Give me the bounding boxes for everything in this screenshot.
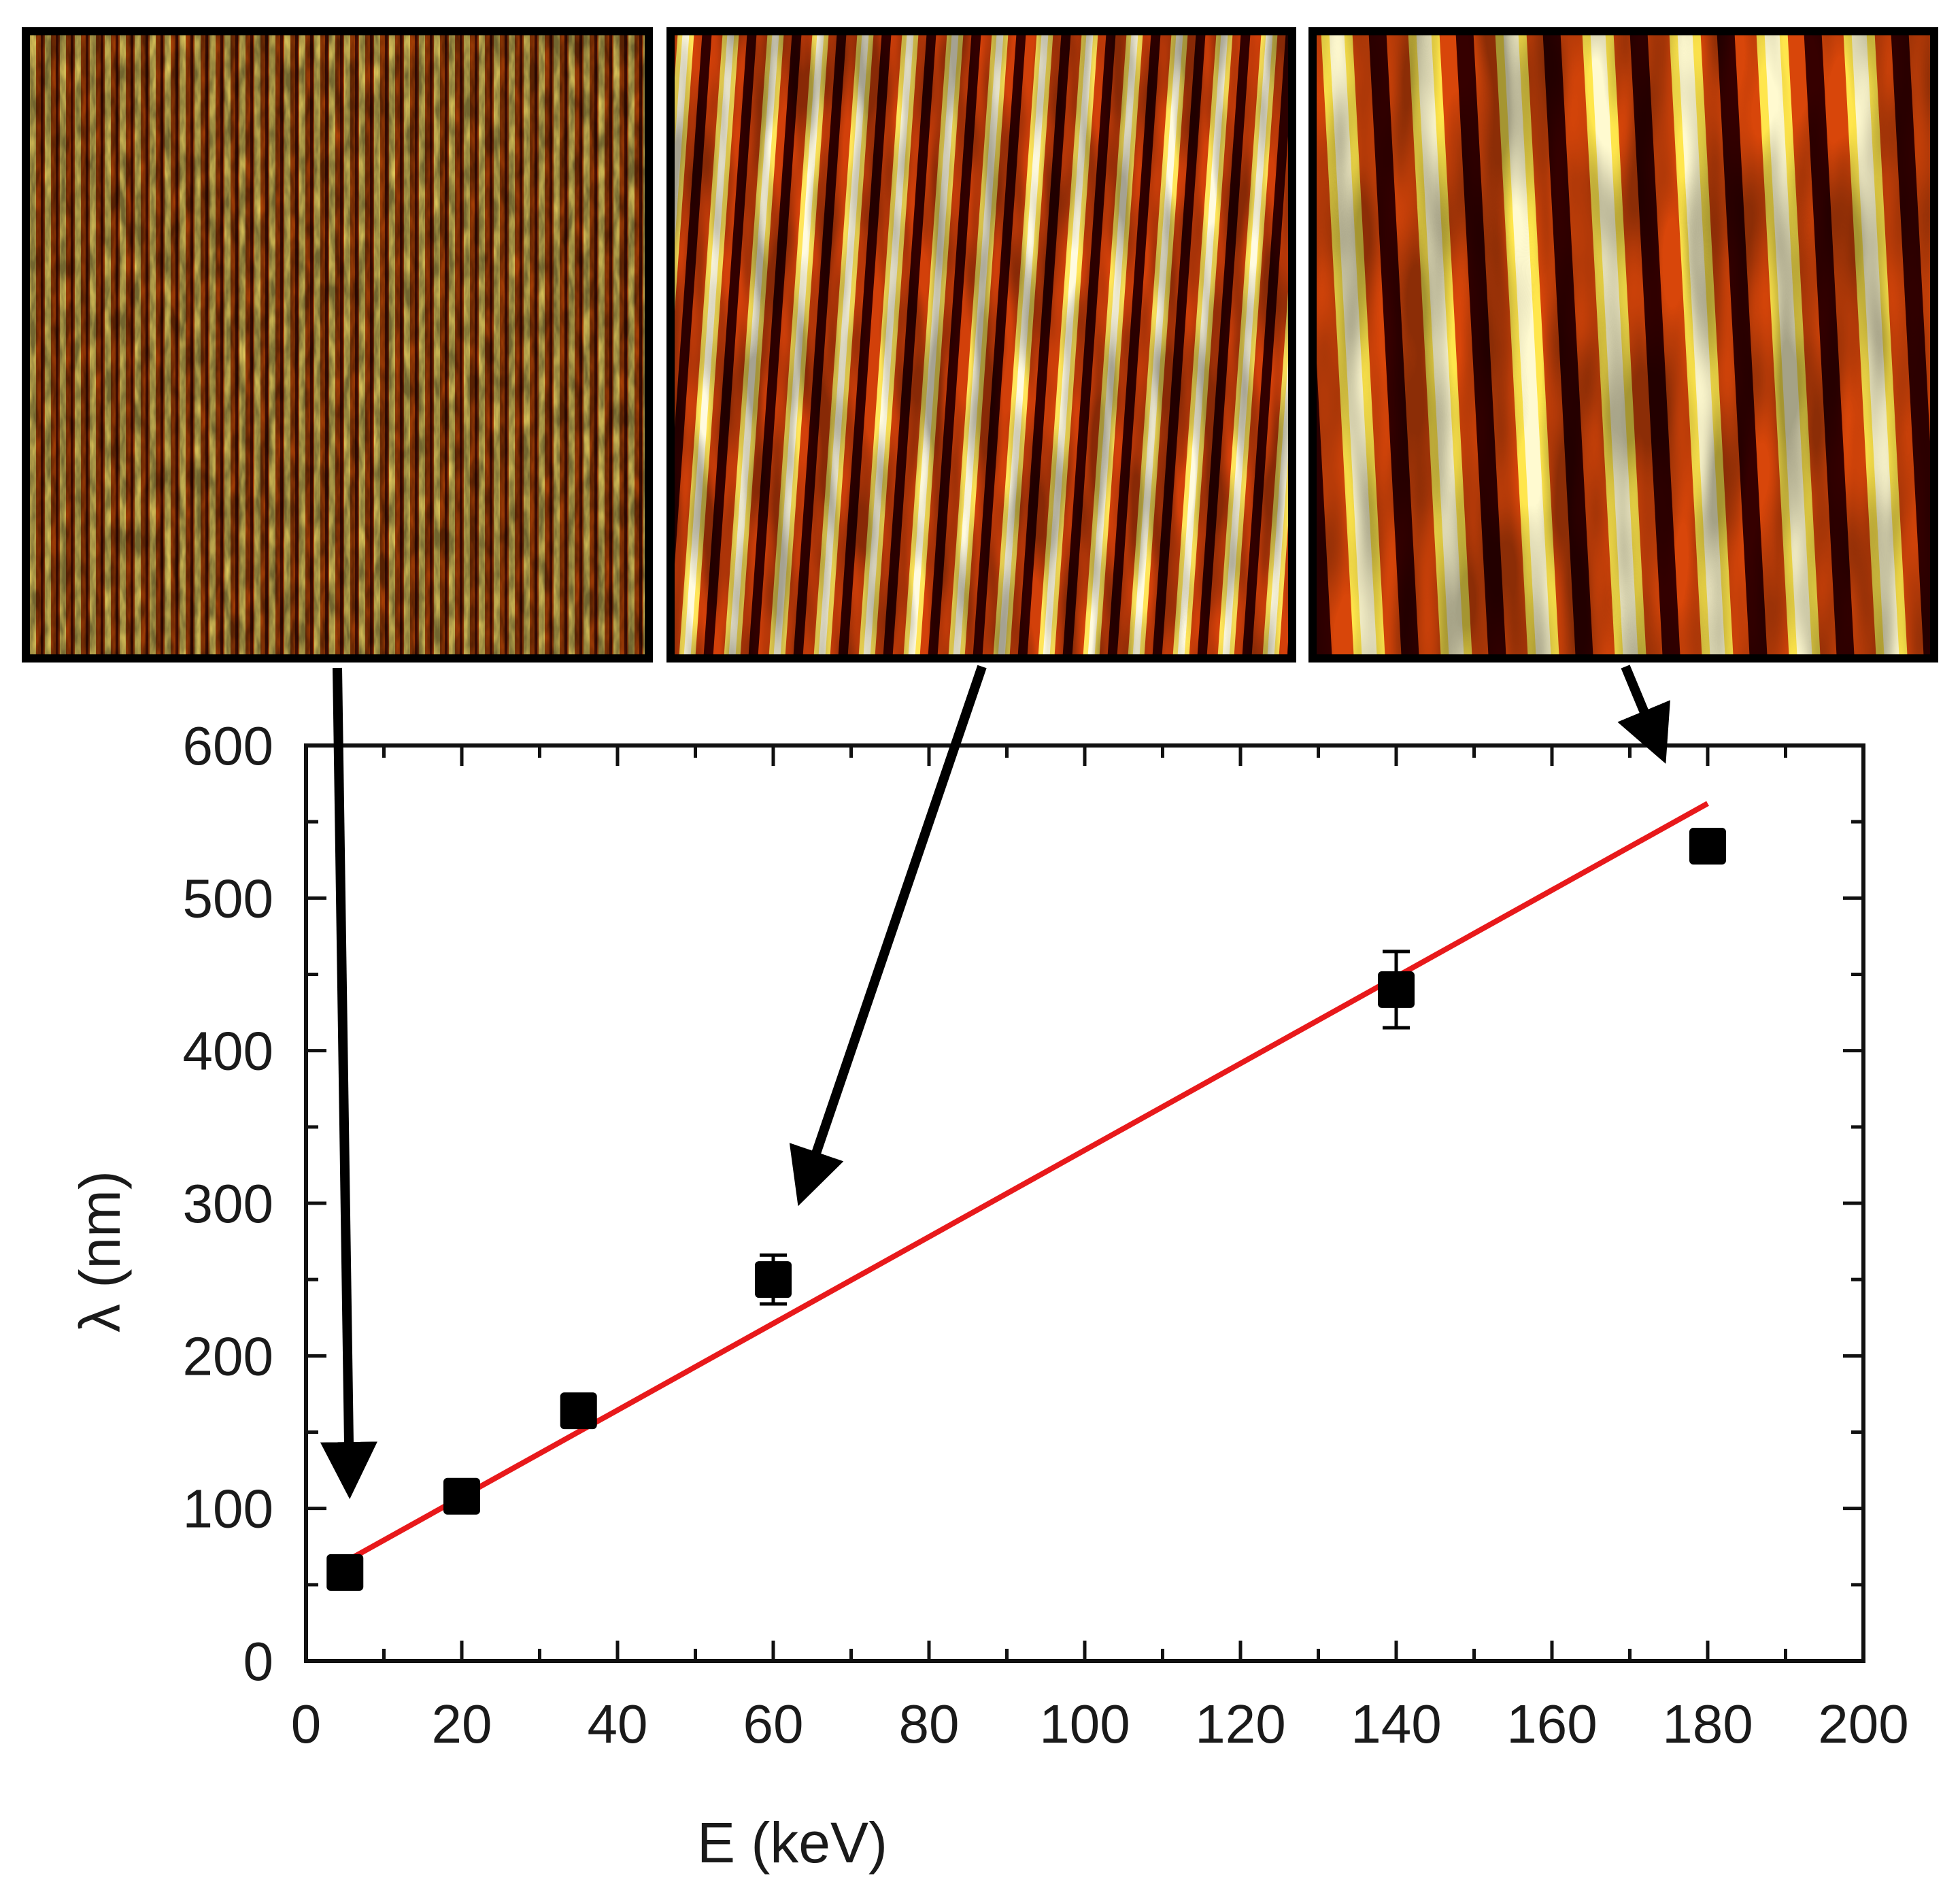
linear-fit-line: [343, 801, 1709, 1564]
y-tick-label: 300: [183, 1173, 273, 1234]
x-tick-label: 0: [291, 1694, 322, 1754]
axis-ticks: [304, 743, 1865, 1663]
afm-image-high-energy: [1308, 27, 1938, 663]
x-tick-label: 80: [899, 1694, 960, 1754]
x-tick-label: 100: [1039, 1694, 1130, 1754]
x-tick-label: 120: [1195, 1694, 1285, 1754]
y-tick-label: 100: [183, 1479, 273, 1539]
arrow-inset-1: [320, 667, 377, 1499]
x-tick-label: 200: [1818, 1694, 1908, 1754]
x-tick-label: 140: [1351, 1694, 1441, 1754]
data-point: [755, 1261, 792, 1298]
x-tick-label: 60: [743, 1694, 804, 1754]
x-tick-label: 180: [1662, 1694, 1753, 1754]
y-tick-label: 400: [183, 1021, 273, 1081]
x-tick-label: 40: [588, 1694, 648, 1754]
arrow-inset-3: [1617, 665, 1670, 764]
y-tick-labels: 0 100 200 300 400 500 600: [183, 716, 273, 1692]
y-tick-label: 600: [183, 716, 273, 776]
arrow-inset-2: [789, 665, 987, 1207]
x-axis-title: E (keV): [697, 1811, 888, 1875]
y-tick-label: 0: [243, 1631, 274, 1692]
data-point: [1378, 971, 1415, 1008]
y-tick-label: 200: [183, 1326, 273, 1386]
data-points: [326, 828, 1726, 1591]
data-point: [326, 1554, 364, 1591]
x-tick-label: 160: [1506, 1694, 1597, 1754]
x-tick-labels: 0 20 40 60 80 100 120 140 160 180 200: [291, 1694, 1909, 1754]
afm-image-low-energy: [22, 27, 653, 663]
y-axis-title: λ (nm): [68, 1171, 132, 1332]
data-point: [443, 1477, 480, 1515]
afm-image-mid-energy: [666, 27, 1296, 663]
data-point: [1689, 828, 1726, 865]
x-tick-label: 20: [432, 1694, 492, 1754]
y-tick-label: 500: [183, 868, 273, 928]
plot-frame: [304, 743, 1865, 1663]
data-point: [560, 1392, 597, 1430]
